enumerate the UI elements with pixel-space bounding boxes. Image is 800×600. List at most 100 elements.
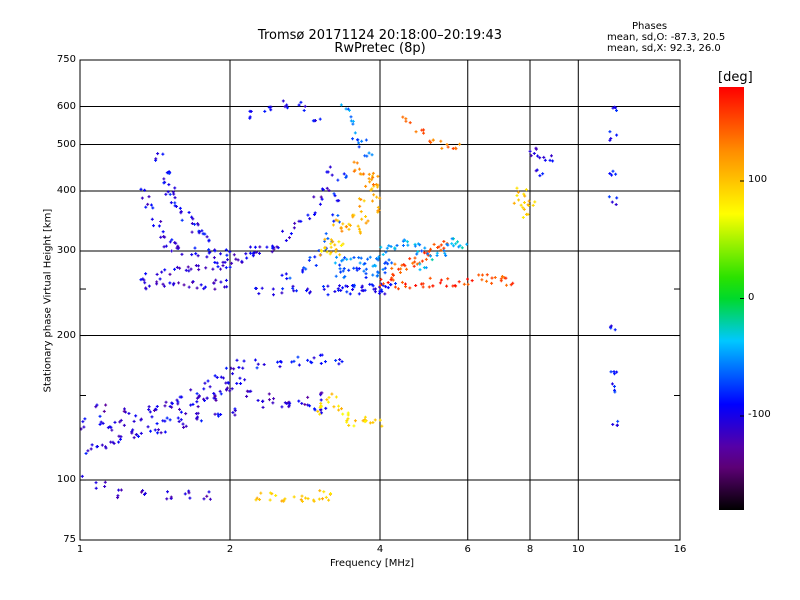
data-point <box>179 211 183 215</box>
data-point <box>186 265 190 269</box>
data-point <box>86 449 90 453</box>
data-point <box>276 360 280 364</box>
data-point <box>90 443 94 447</box>
data-point <box>110 428 114 432</box>
data-point <box>177 420 181 424</box>
data-point <box>413 256 417 260</box>
data-point <box>205 494 209 498</box>
data-point <box>430 258 434 262</box>
data-point <box>281 229 285 233</box>
data-point <box>149 429 153 433</box>
data-point <box>329 238 333 242</box>
data-point <box>117 440 121 444</box>
data-point <box>291 286 295 290</box>
data-point <box>213 287 217 291</box>
data-point <box>360 289 364 293</box>
data-point <box>371 176 375 180</box>
data-point <box>526 212 530 216</box>
data-point <box>614 109 618 113</box>
y-tick-label: 75 <box>63 534 76 545</box>
data-point <box>388 283 392 287</box>
data-point <box>413 244 417 248</box>
data-point <box>358 172 362 176</box>
data-point <box>167 183 171 187</box>
data-point <box>139 490 143 494</box>
data-point <box>390 261 394 265</box>
data-point <box>218 389 222 393</box>
data-point <box>379 277 383 281</box>
data-point <box>362 172 366 176</box>
data-point <box>443 251 447 255</box>
data-point <box>376 271 380 275</box>
data-point <box>400 263 404 267</box>
data-point <box>225 258 229 262</box>
data-point <box>427 250 431 254</box>
data-point <box>358 204 362 208</box>
data-point <box>421 282 425 286</box>
data-point <box>516 190 520 194</box>
data-point <box>179 410 183 414</box>
data-point <box>378 283 382 287</box>
y-tick-label: 100 <box>56 474 76 486</box>
data-point <box>239 382 243 386</box>
data-point <box>279 360 283 364</box>
data-point <box>323 237 327 241</box>
data-point <box>139 431 143 435</box>
data-point <box>103 480 107 484</box>
data-point <box>366 219 370 223</box>
data-point <box>613 390 617 394</box>
data-point <box>340 407 344 411</box>
data-point <box>439 139 443 143</box>
data-point <box>228 389 232 393</box>
data-point <box>131 428 135 432</box>
colorbar-tick-label: 100 <box>748 174 768 185</box>
colorbar-tick-label: -100 <box>748 409 771 420</box>
data-point <box>367 177 371 181</box>
data-point <box>427 285 431 289</box>
data-point <box>614 172 618 176</box>
data-point <box>551 159 555 163</box>
data-point <box>203 232 207 236</box>
data-point <box>541 172 545 176</box>
data-point <box>308 217 312 221</box>
data-point <box>368 421 372 425</box>
data-point <box>363 415 367 419</box>
data-point <box>334 218 338 222</box>
data-point <box>130 431 134 435</box>
data-point <box>184 424 188 428</box>
data-point <box>341 286 345 290</box>
data-point <box>334 274 338 278</box>
data-point <box>368 180 372 184</box>
data-point <box>297 103 301 107</box>
data-point <box>143 188 147 192</box>
data-point <box>318 253 322 257</box>
data-point <box>229 366 233 370</box>
data-point <box>347 222 351 226</box>
x-tick-label: 10 <box>571 544 585 555</box>
data-point <box>450 242 454 246</box>
data-point <box>203 381 207 385</box>
data-point <box>157 224 161 228</box>
data-point <box>191 217 195 221</box>
data-point <box>337 220 341 224</box>
phases-x-line: mean, sd,X: 92.3, 26.0 <box>607 43 721 54</box>
data-point <box>232 253 236 257</box>
data-point <box>156 152 160 156</box>
data-point <box>268 498 272 502</box>
data-point <box>213 374 217 378</box>
data-point <box>615 370 619 374</box>
data-point <box>292 226 296 230</box>
data-point <box>360 139 364 143</box>
data-point <box>219 392 223 396</box>
data-point <box>329 491 333 495</box>
data-point <box>208 250 212 254</box>
data-point <box>406 243 410 247</box>
data-point <box>283 401 287 405</box>
data-point <box>134 414 138 418</box>
data-point <box>371 183 375 187</box>
data-point <box>320 249 324 253</box>
chart-subtitle: RwPretec (8p) <box>334 41 426 56</box>
data-point <box>190 222 194 226</box>
data-point <box>314 263 318 267</box>
data-point <box>364 184 368 188</box>
